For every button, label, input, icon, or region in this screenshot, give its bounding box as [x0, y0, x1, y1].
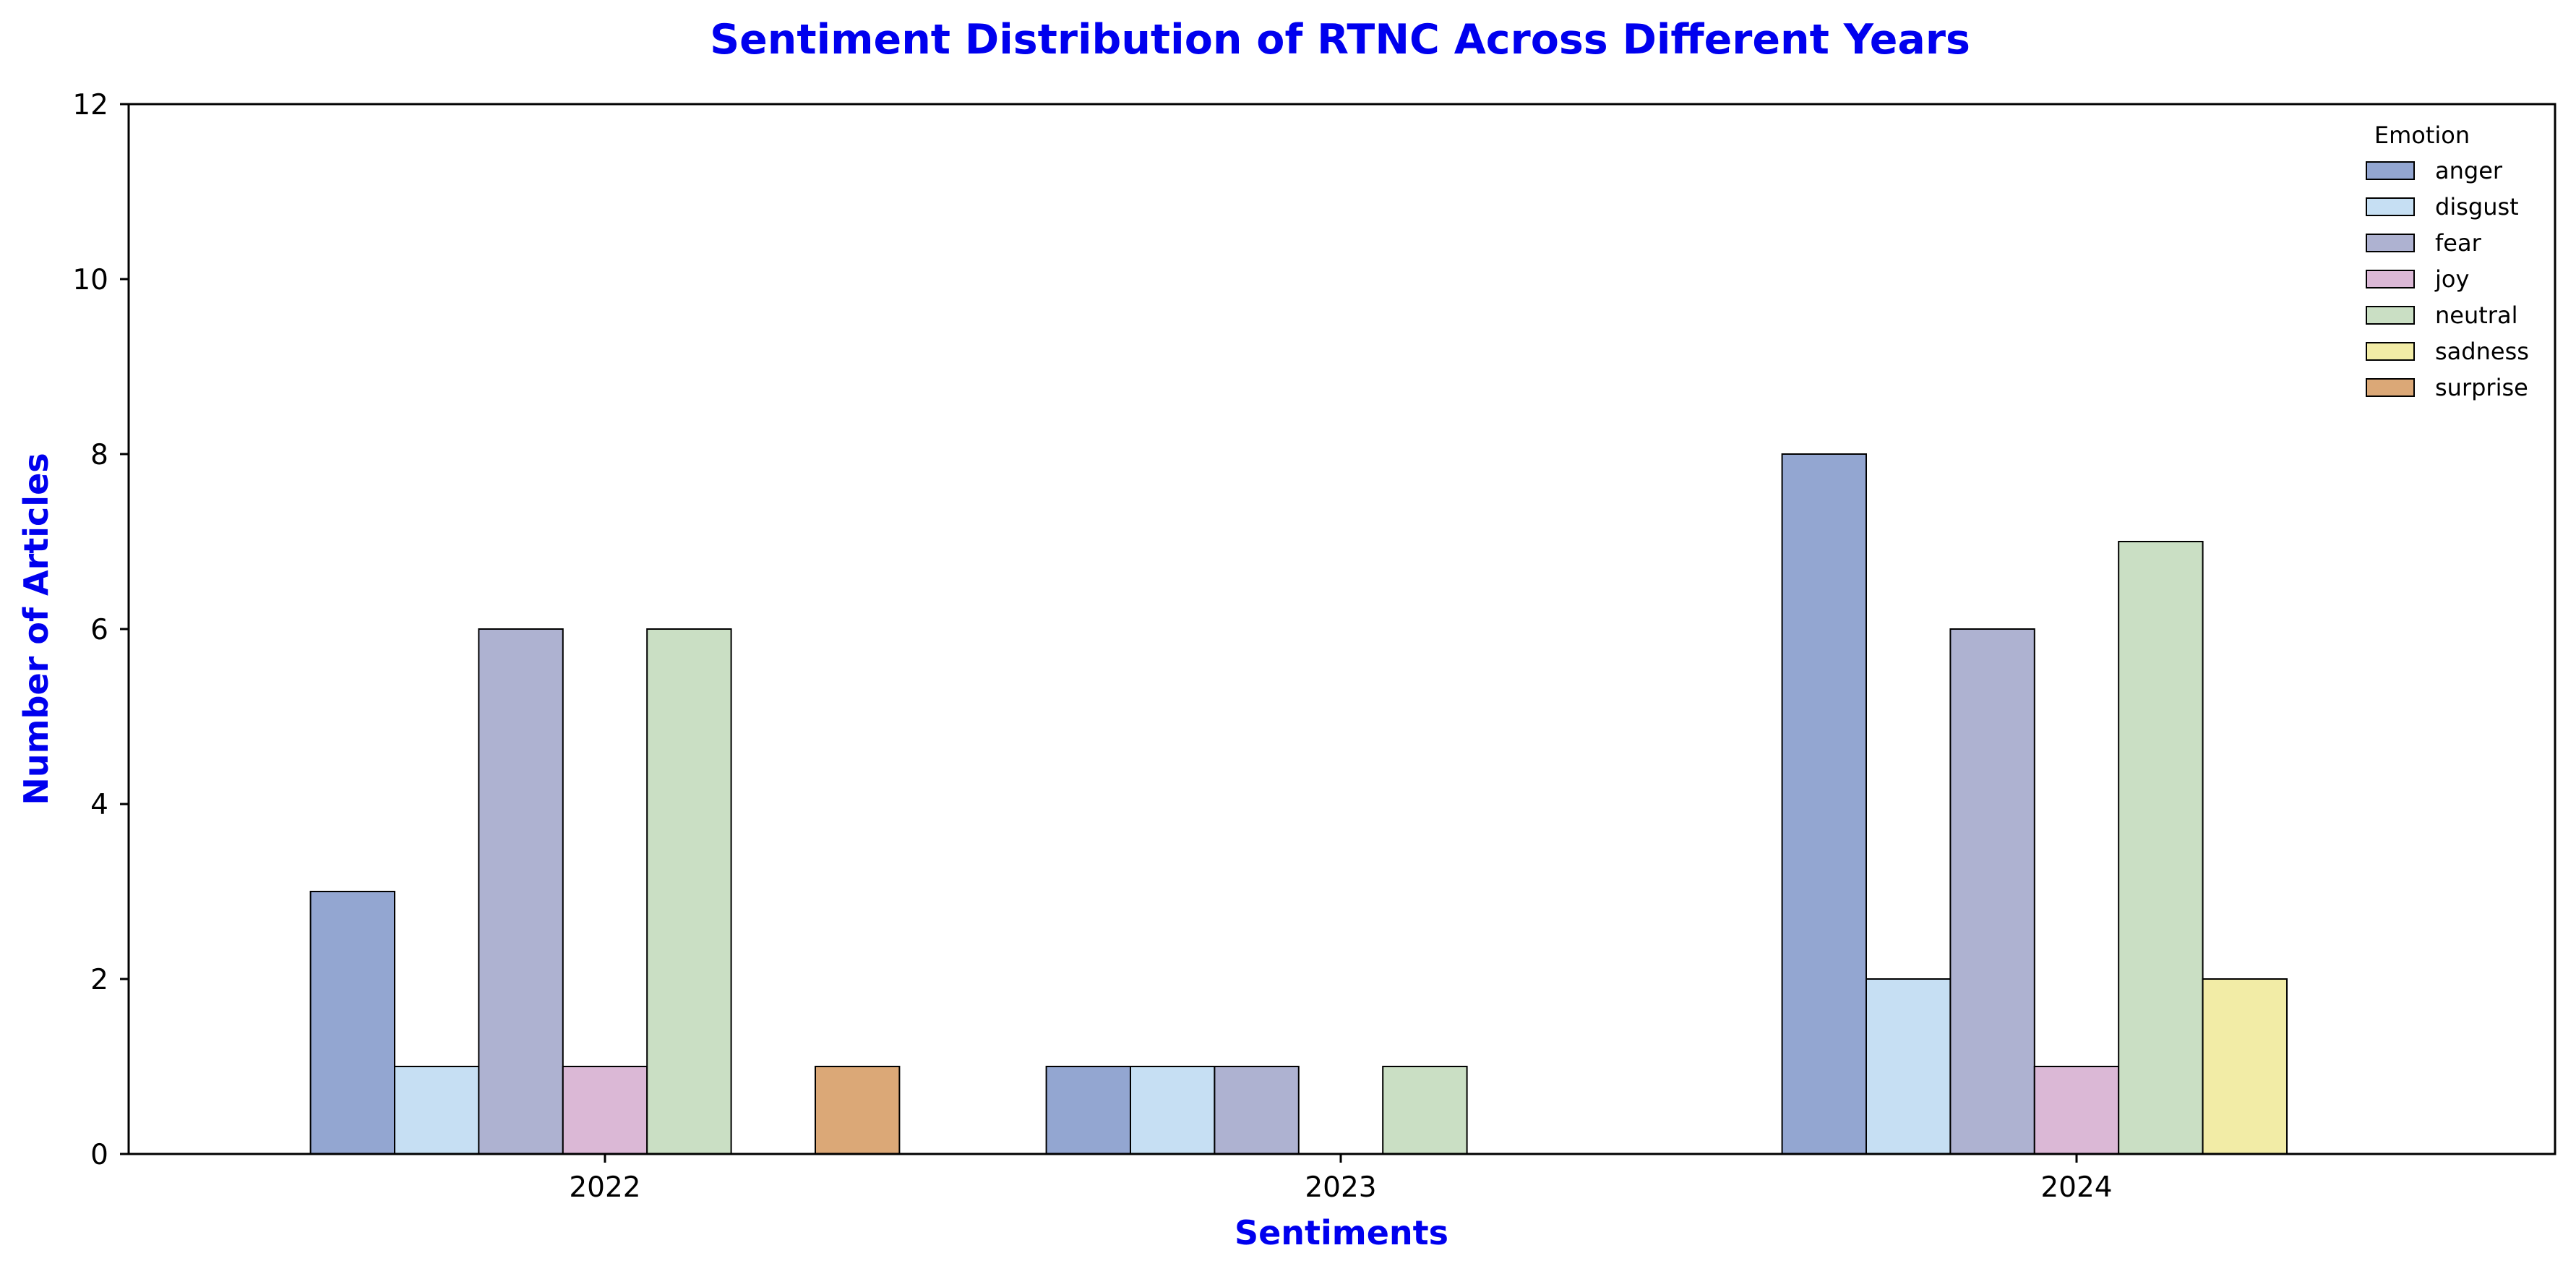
y-tick-label: 4 [90, 789, 108, 821]
bar-disgust-2024 [1866, 978, 1952, 1155]
bar-anger-2024 [1781, 453, 1868, 1155]
bar-neutral-2024 [2118, 541, 2204, 1155]
bar-disgust-2022 [394, 1066, 480, 1155]
legend-swatch-sadness [2366, 342, 2415, 361]
y-tick-label: 12 [72, 89, 108, 121]
x-axis-label: Sentiments [1235, 1213, 1448, 1252]
bar-surprise-2022 [815, 1066, 901, 1155]
legend-swatch-anger [2366, 161, 2415, 180]
bar-fear-2024 [1949, 628, 2035, 1155]
y-axis-label: Number of Articles [17, 453, 56, 805]
y-axis: 0 2 4 6 8 10 12 [72, 89, 129, 1171]
bar-anger-2022 [309, 891, 396, 1155]
legend-label-surprise: surprise [2435, 374, 2528, 401]
bar-fear-2023 [1214, 1066, 1300, 1155]
bar-fear-2022 [478, 628, 564, 1155]
x-tick-label: 2024 [2040, 1171, 2112, 1204]
legend-label-fear: fear [2435, 229, 2482, 257]
legend-swatch-fear [2366, 234, 2415, 252]
y-tick-label: 0 [90, 1139, 108, 1171]
legend-label-neutral: neutral [2435, 302, 2517, 329]
y-tick-label: 10 [72, 264, 108, 296]
y-tick-label: 6 [90, 614, 108, 646]
legend-swatch-surprise [2366, 378, 2415, 397]
bar-neutral-2023 [1382, 1066, 1468, 1155]
y-tick-label: 2 [90, 964, 108, 996]
legend-label-anger: anger [2435, 157, 2503, 184]
legend: Emotion anger disgust fear joy neutral sadnes… [2366, 121, 2529, 401]
legend-swatch-disgust [2366, 197, 2415, 216]
legend-swatch-neutral [2366, 306, 2415, 325]
bar-disgust-2023 [1130, 1066, 1216, 1155]
legend-items: anger disgust fear joy neutral sadness surpris… [2366, 157, 2529, 401]
legend-label-joy: joy [2434, 265, 2469, 293]
x-tick-label: 2023 [1305, 1171, 1376, 1204]
legend-title: Emotion [2374, 121, 2470, 149]
bars-layer [309, 453, 2288, 1155]
y-tick-label: 8 [90, 439, 108, 471]
bar-anger-2023 [1045, 1066, 1131, 1155]
x-tick-label: 2022 [569, 1171, 640, 1204]
x-axis: 2022 2023 2024 [569, 1154, 2113, 1204]
chart-title: Sentiment Distribution of RTNC Across Di… [710, 16, 1970, 64]
bar-joy-2024 [2033, 1066, 2120, 1155]
legend-label-disgust: disgust [2435, 193, 2519, 221]
bar-sadness-2024 [2202, 978, 2288, 1155]
legend-label-sadness: sadness [2435, 338, 2529, 365]
bar-joy-2022 [562, 1066, 648, 1155]
bar-neutral-2022 [646, 628, 732, 1155]
legend-swatch-joy [2366, 270, 2415, 288]
